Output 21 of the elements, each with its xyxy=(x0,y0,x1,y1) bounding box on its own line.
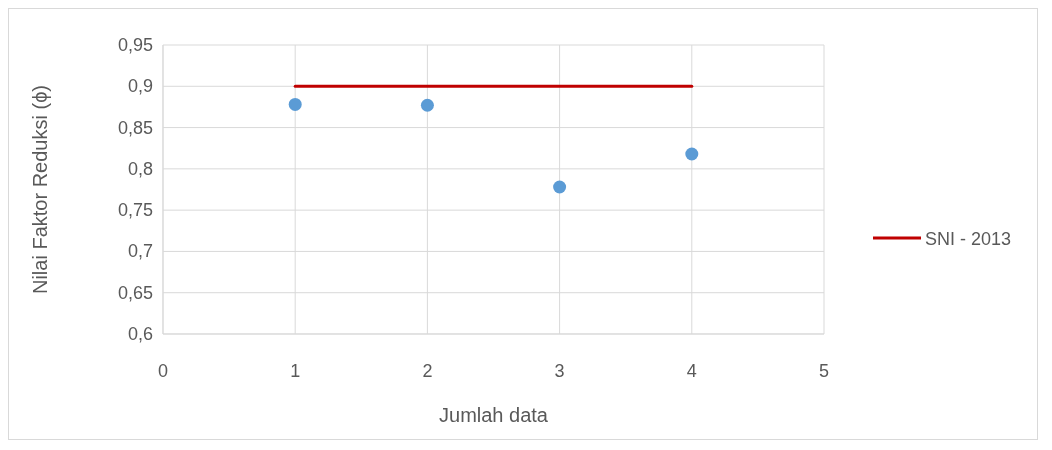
x-axis-title: Jumlah data xyxy=(439,404,549,426)
y-tick-label: 0,95 xyxy=(117,35,153,55)
y-tick-label: 0,6 xyxy=(127,324,153,344)
x-tick-label: 3 xyxy=(554,361,565,381)
x-tick-label: 5 xyxy=(818,361,830,381)
y-axis-title: Nilai Faktor Reduksi (ϕ) xyxy=(29,84,51,295)
y-tick-label: 0,8 xyxy=(127,158,153,179)
x-tick-label: 2 xyxy=(422,361,433,381)
y-tick-label: 0,85 xyxy=(117,117,153,138)
y-tick-label: 0,75 xyxy=(117,200,153,221)
point xyxy=(420,98,434,112)
x-tick-label: 1 xyxy=(290,361,301,381)
y-tick-label: 0,9 xyxy=(127,76,153,97)
x-tick-label: 0 xyxy=(157,361,169,381)
point xyxy=(553,180,567,194)
point xyxy=(685,147,699,161)
point xyxy=(288,97,302,111)
legend-label: SNI - 2013 xyxy=(925,229,1012,249)
x-tick-label: 4 xyxy=(686,361,697,381)
y-tick-label: 0,7 xyxy=(127,241,153,262)
y-tick-label: 0,65 xyxy=(117,282,153,303)
